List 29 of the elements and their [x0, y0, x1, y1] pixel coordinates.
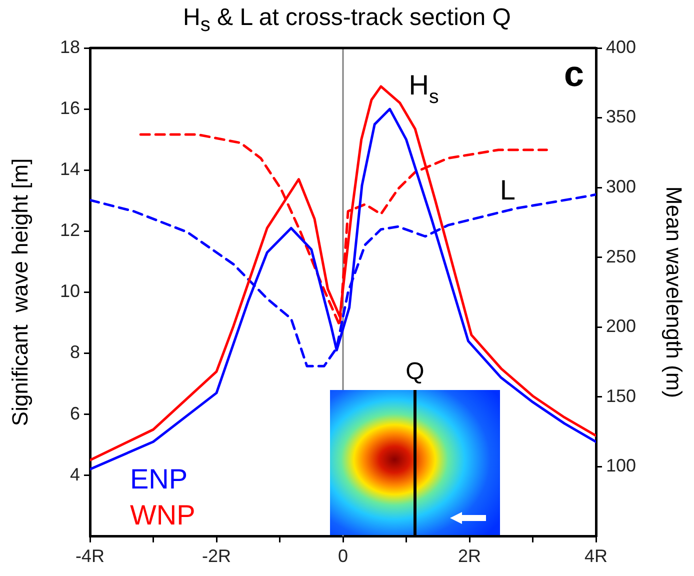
y2-tick-label: 150	[606, 386, 636, 406]
y2-axis-title: Mean wavelength (m)	[662, 186, 687, 398]
y2-tick-label: 300	[606, 176, 636, 197]
y-tick-label: 14	[60, 159, 80, 180]
annotation: Q	[406, 358, 424, 386]
y2-tick-label: 400	[606, 36, 636, 57]
y-tick-label: 16	[60, 98, 80, 118]
y-axis-title: Significant wave height [m]	[7, 158, 32, 426]
x-tick-label: -4R	[75, 546, 105, 566]
x-tick-label: 0	[338, 546, 348, 566]
y-tick-label: 6	[70, 403, 80, 424]
y2-tick-label: 250	[606, 246, 636, 266]
line-series	[139, 133, 548, 327]
x-tick-label: -2R	[202, 546, 232, 566]
series-label: ENP	[130, 463, 188, 494]
y-tick-label: 10	[60, 281, 80, 302]
annotation: L	[500, 174, 516, 206]
y-tick-label: 18	[60, 36, 80, 57]
series-label: WNP	[130, 499, 196, 530]
annotation: c	[564, 52, 584, 94]
x-tick-label: 2R	[458, 546, 482, 566]
y-tick-label: 8	[70, 342, 80, 362]
y2-tick-label: 350	[606, 106, 636, 127]
chart-title: H$_{s}$ & L at cross-track section Q	[182, 4, 512, 37]
y-tick-label: 4	[70, 464, 80, 484]
y2-tick-label: 200	[606, 316, 636, 336]
x-tick-label: 4R	[584, 546, 608, 566]
y2-tick-label: 100	[606, 456, 636, 476]
y-tick-label: 12	[60, 220, 80, 240]
